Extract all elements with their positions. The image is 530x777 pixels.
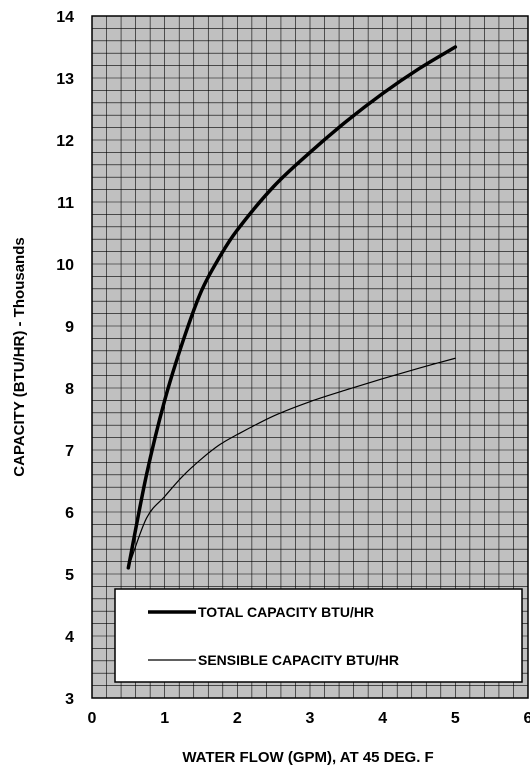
x-tick-label: 6 xyxy=(524,710,530,727)
y-tick-label: 6 xyxy=(65,505,74,522)
legend-label-sensible: SENSIBLE CAPACITY BTU/HR xyxy=(198,652,399,668)
x-tick-label: 2 xyxy=(233,710,242,727)
legend-box xyxy=(115,589,522,682)
y-tick-label: 4 xyxy=(65,629,74,646)
x-axis-label: WATER FLOW (GPM), AT 45 DEG. F xyxy=(182,749,433,766)
y-tick-label: 14 xyxy=(56,9,74,26)
x-tick-labels: 0 1 2 3 4 5 6 xyxy=(88,710,530,727)
legend-label-total: TOTAL CAPACITY BTU/HR xyxy=(198,604,374,620)
y-tick-label: 3 xyxy=(65,691,74,708)
x-tick-label: 5 xyxy=(451,710,460,727)
x-tick-label: 4 xyxy=(378,710,387,727)
legend: TOTAL CAPACITY BTU/HR SENSIBLE CAPACITY … xyxy=(115,589,522,682)
y-tick-label: 5 xyxy=(65,567,74,584)
y-tick-label: 10 xyxy=(56,257,74,274)
y-tick-label: 8 xyxy=(65,381,74,398)
y-tick-label: 12 xyxy=(56,133,74,150)
y-tick-label: 11 xyxy=(57,195,74,212)
x-tick-label: 0 xyxy=(88,710,97,727)
x-tick-label: 3 xyxy=(306,710,315,727)
y-tick-label: 13 xyxy=(56,71,74,88)
x-tick-label: 1 xyxy=(160,710,169,727)
y-tick-labels: 3 4 5 6 7 8 9 10 11 12 13 14 xyxy=(56,9,74,708)
y-tick-label: 9 xyxy=(65,319,74,336)
y-tick-label: 7 xyxy=(65,443,74,460)
y-axis-label: CAPACITY (BTU/HR) - Thousands xyxy=(11,237,28,476)
